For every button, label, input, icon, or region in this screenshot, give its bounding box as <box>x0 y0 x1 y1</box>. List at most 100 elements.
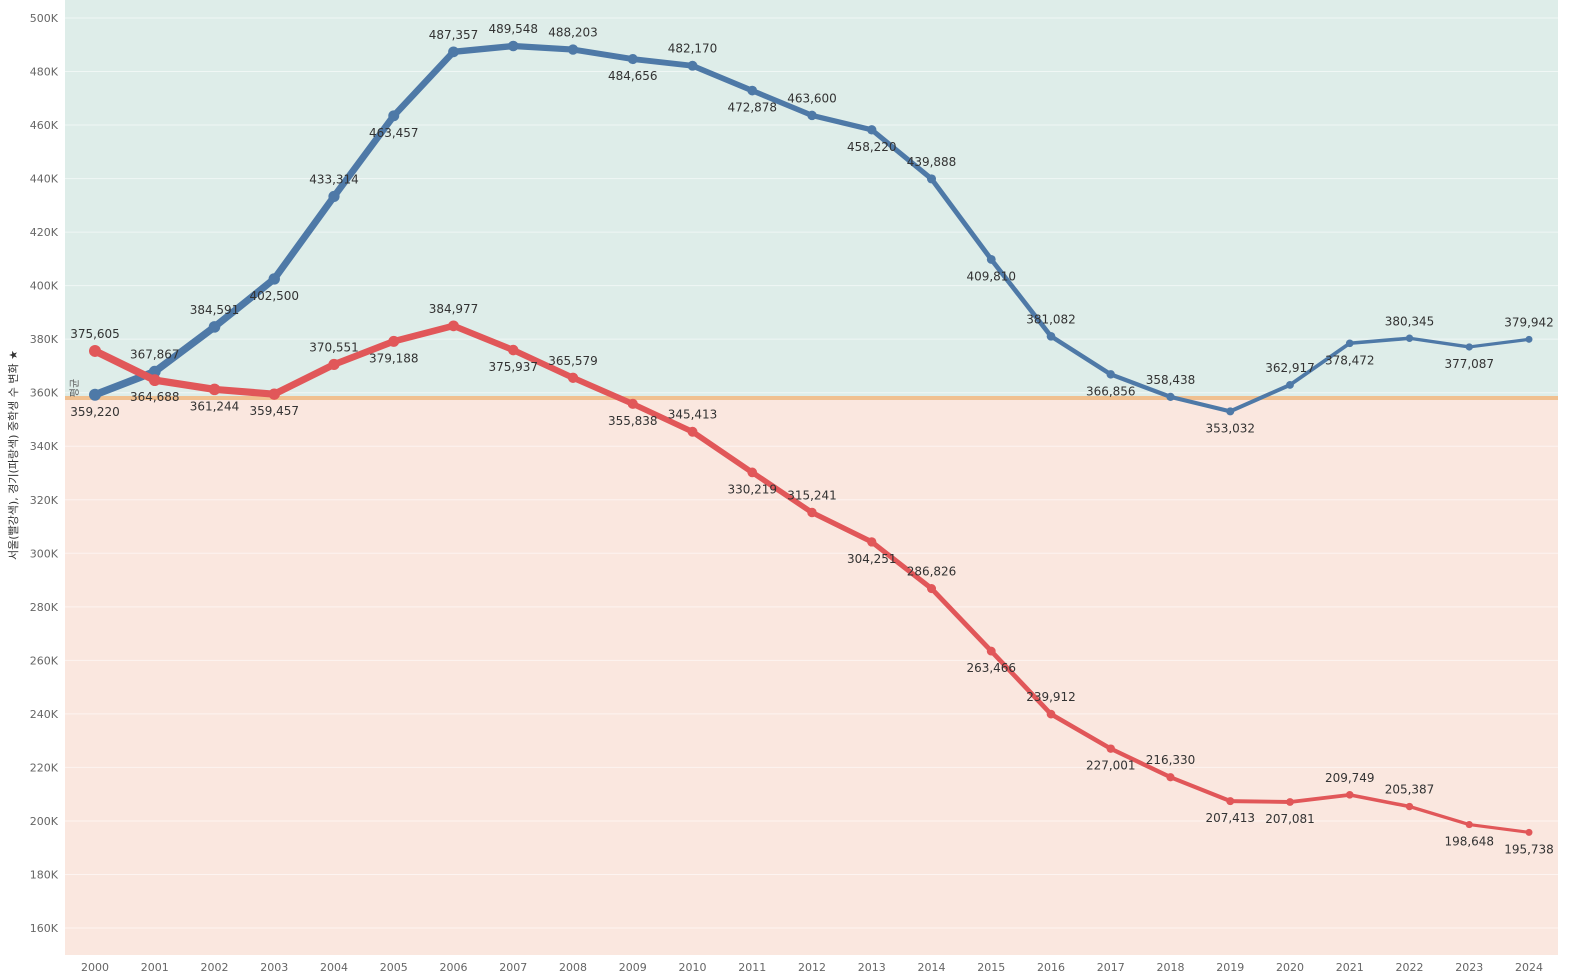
series-group <box>89 40 1533 836</box>
data-point <box>1405 802 1414 811</box>
series-line-segment <box>1407 804 1471 827</box>
data-label: 216,330 <box>1146 753 1196 767</box>
data-label: 379,942 <box>1504 315 1554 329</box>
data-point <box>567 372 579 383</box>
data-label: 487,357 <box>429 28 479 42</box>
data-label: 359,457 <box>249 404 299 418</box>
series-line-segment <box>689 62 756 94</box>
series-line-segment <box>151 323 219 376</box>
series-line-segment <box>1228 799 1292 804</box>
data-label: 381,082 <box>1026 312 1076 326</box>
data-point <box>448 320 459 332</box>
data-label: 239,912 <box>1026 690 1076 704</box>
data-point <box>208 383 221 396</box>
data-point <box>208 321 221 333</box>
data-label: 198,648 <box>1444 835 1494 849</box>
data-label: 209,749 <box>1325 771 1375 785</box>
data-point <box>986 646 996 656</box>
data-point <box>328 358 340 371</box>
reference-line-label: 평균 <box>69 379 81 397</box>
series-line-segment <box>929 176 994 262</box>
data-label: 207,413 <box>1205 811 1255 825</box>
data-point <box>1286 380 1294 389</box>
data-point <box>1405 334 1414 342</box>
series-line-segment <box>210 275 278 331</box>
data-point <box>926 584 937 594</box>
x-tick-label: 2022 <box>1396 961 1424 974</box>
data-point <box>567 44 579 55</box>
x-tick-label: 2023 <box>1455 961 1483 974</box>
series-line-segment <box>749 87 815 119</box>
data-point <box>1046 331 1056 341</box>
series-line-segment <box>510 42 577 53</box>
series-line-segment <box>629 400 696 435</box>
y-tick-label: 180K <box>30 868 59 881</box>
series-line-segment <box>390 48 457 120</box>
data-point <box>89 344 101 357</box>
data-label: 364,688 <box>130 390 180 404</box>
data-label: 315,241 <box>787 489 837 503</box>
data-label: 227,001 <box>1086 759 1136 773</box>
data-point <box>268 273 280 285</box>
series-line-segment <box>1168 775 1233 804</box>
data-point <box>448 46 459 58</box>
data-point <box>1106 370 1115 379</box>
data-point <box>627 398 638 409</box>
series-line-segment <box>689 428 756 476</box>
series-line-segment <box>1407 336 1471 349</box>
data-label: 362,917 <box>1265 361 1315 375</box>
data-label: 361,244 <box>190 399 240 413</box>
data-label: 409,810 <box>966 269 1016 283</box>
x-tick-label: 2009 <box>619 961 647 974</box>
data-label: 458,220 <box>847 140 897 154</box>
y-tick-label: 280K <box>30 601 59 614</box>
series-line-segment <box>151 376 219 394</box>
data-label: 375,937 <box>488 360 538 374</box>
y-axis-title: 서울(빨강색), 경기(파랑색) 중학생 수 변화 ★ <box>7 350 20 560</box>
data-label: 484,656 <box>608 69 658 83</box>
x-tick-label: 2002 <box>201 961 229 974</box>
data-label: 205,387 <box>1385 783 1435 797</box>
y-tick-label: 380K <box>30 333 59 346</box>
data-label: 358,438 <box>1146 373 1196 387</box>
x-tick-label: 2006 <box>440 961 468 974</box>
x-tick-label: 2001 <box>141 961 169 974</box>
data-label: 359,220 <box>70 405 120 419</box>
data-point <box>867 125 877 135</box>
series-line-segment <box>330 112 398 200</box>
data-label: 378,472 <box>1325 353 1375 367</box>
x-tick-label: 2000 <box>81 961 109 974</box>
data-label: 384,977 <box>429 302 479 316</box>
data-label: 463,457 <box>369 126 419 140</box>
y-tick-label: 360K <box>30 387 59 400</box>
y-axis: 160K 180K 200K 220K 240K 260K 280K 300K 320K 340K… <box>30 12 59 935</box>
data-label: 384,591 <box>190 303 240 317</box>
data-point <box>986 254 996 264</box>
series-line-segment <box>270 193 338 283</box>
y-tick-label: 240K <box>30 708 59 721</box>
series-line-segment <box>91 347 159 384</box>
data-label: 375,605 <box>70 327 120 341</box>
data-point <box>807 507 817 518</box>
data-point <box>268 388 280 400</box>
series-line-segment <box>869 127 935 182</box>
x-tick-label: 2012 <box>798 961 826 974</box>
y-tick-label: 160K <box>30 922 59 935</box>
series-line-segment <box>210 385 278 398</box>
y-tick-label: 420K <box>30 226 59 239</box>
series-line-segment <box>1048 334 1113 377</box>
data-label: 367,867 <box>130 348 180 362</box>
series-line-segment <box>1347 793 1412 809</box>
data-label: 482,170 <box>668 42 718 56</box>
x-tick-label: 2016 <box>1037 961 1065 974</box>
reference-line-group: 평균 <box>65 379 1558 401</box>
data-point <box>1106 744 1115 753</box>
x-tick-label: 2014 <box>918 961 946 974</box>
data-point <box>89 388 101 401</box>
series-line-segment <box>570 46 636 63</box>
x-tick-label: 2007 <box>499 961 527 974</box>
x-axis: 2000 2001 2002 2003 2004 2005 2006 2007 2008 2009… <box>81 961 1543 974</box>
data-point <box>1166 773 1175 782</box>
